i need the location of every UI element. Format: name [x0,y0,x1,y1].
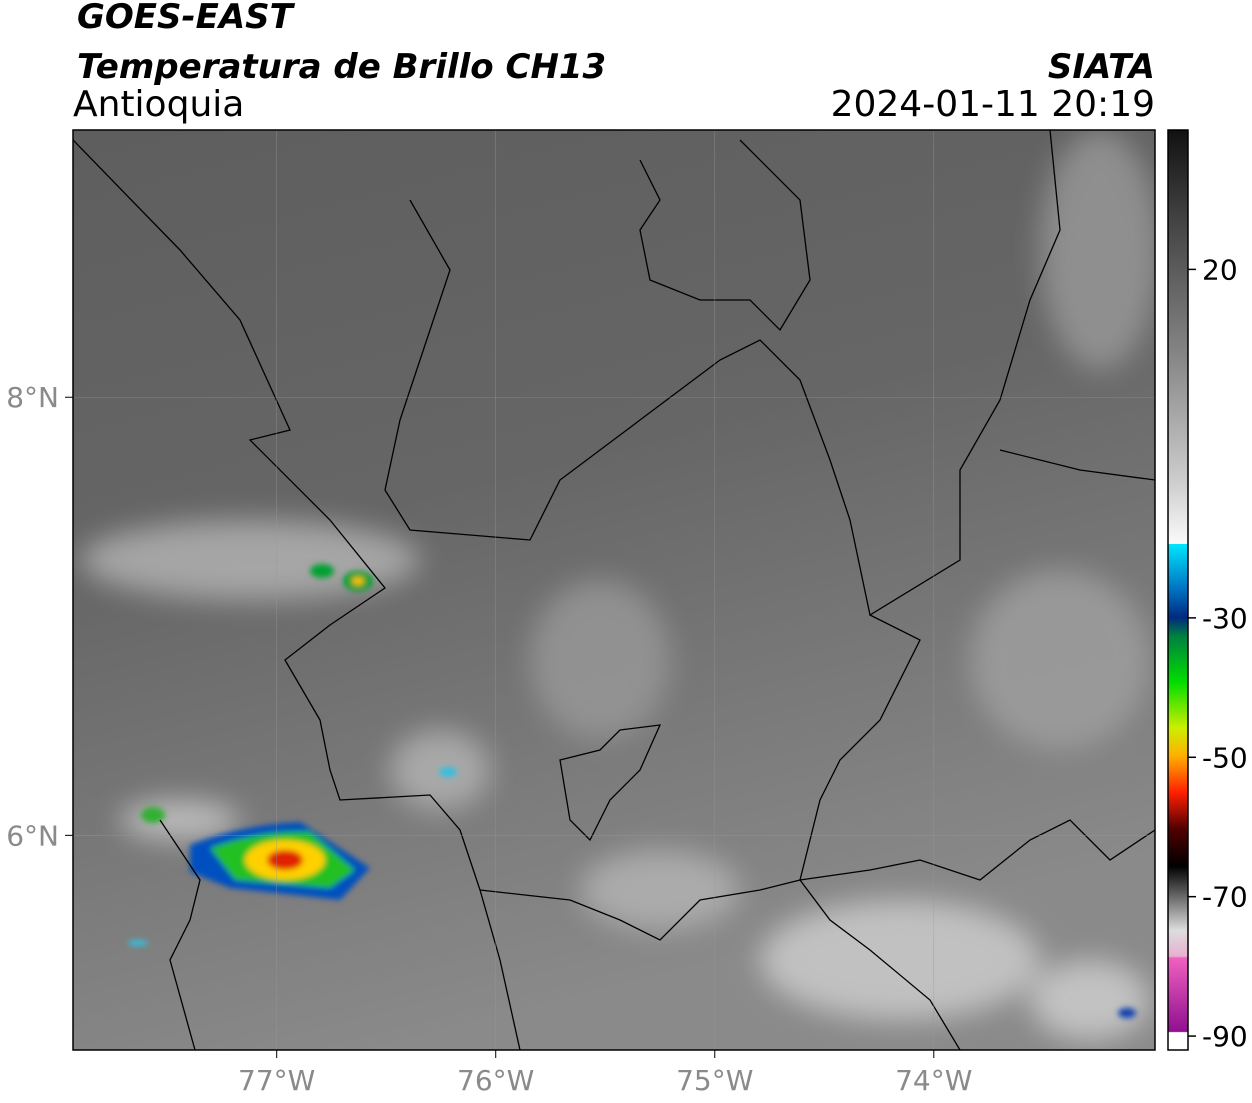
y-tick-label: 8°N [6,381,59,414]
satellite-image [73,130,1155,1050]
x-tick-label: 76°W [457,1064,534,1097]
subtitle: Temperatura de Brillo CH13 [77,47,606,87]
timestamp: 2024-01-11 20:19 [831,84,1155,125]
borders [73,130,1155,1050]
region: Antioquia [73,84,244,125]
colorbar-tick-label: -90 [1202,1020,1248,1053]
source: SIATA [1048,47,1155,87]
map-frame [72,129,1156,1051]
graticule [73,130,1155,1050]
x-tick-label: 75°W [676,1064,753,1097]
colorbar-tick-label: -30 [1202,602,1248,635]
y-tick-label: 6°N [6,819,59,852]
x-tick-label: 74°W [895,1064,972,1097]
colorbar-tick-label: -70 [1202,881,1248,914]
title: GOES-EAST [77,0,296,37]
colorbar [1167,129,1189,1051]
colorbar-tick-label: 20 [1202,253,1238,286]
x-tick-label: 77°W [238,1064,315,1097]
colorbar-tick-label: -50 [1202,741,1248,774]
